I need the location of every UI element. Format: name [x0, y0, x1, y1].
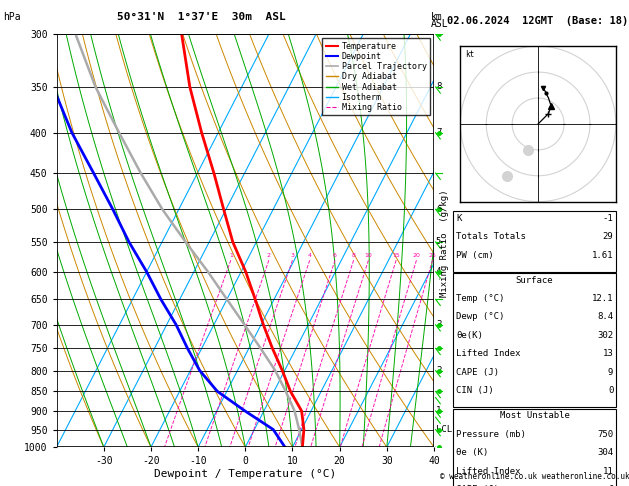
Text: 1: 1: [229, 253, 233, 258]
Text: 8: 8: [436, 83, 442, 91]
Text: 4: 4: [308, 253, 312, 258]
Text: 2: 2: [267, 253, 271, 258]
Text: 300: 300: [3, 24, 21, 35]
X-axis label: Dewpoint / Temperature (°C): Dewpoint / Temperature (°C): [154, 469, 337, 479]
Text: Temp (°C): Temp (°C): [456, 294, 504, 303]
Text: CAPE (J): CAPE (J): [456, 368, 499, 377]
Text: ASL: ASL: [431, 19, 448, 30]
Text: 6: 6: [333, 253, 337, 258]
Text: Totals Totals: Totals Totals: [456, 232, 526, 242]
Text: 10: 10: [365, 253, 372, 258]
Text: 12.1: 12.1: [592, 294, 613, 303]
Text: Mixing Ratio  (g/kg): Mixing Ratio (g/kg): [440, 189, 448, 297]
Text: PW (cm): PW (cm): [456, 251, 494, 260]
Text: 1.61: 1.61: [592, 251, 613, 260]
Text: K: K: [456, 214, 462, 223]
Text: Surface: Surface: [516, 276, 554, 285]
Text: 15: 15: [392, 253, 400, 258]
Text: 02.06.2024  12GMT  (Base: 18): 02.06.2024 12GMT (Base: 18): [447, 16, 628, 26]
Text: 4: 4: [436, 267, 442, 277]
Text: Lifted Index: Lifted Index: [456, 467, 521, 476]
Text: 20: 20: [413, 253, 420, 258]
Text: θe(K): θe(K): [456, 331, 483, 340]
Text: -1: -1: [603, 214, 613, 223]
Text: 7: 7: [436, 128, 442, 137]
Text: 9: 9: [608, 368, 613, 377]
Legend: Temperature, Dewpoint, Parcel Trajectory, Dry Adiabat, Wet Adiabat, Isotherm, Mi: Temperature, Dewpoint, Parcel Trajectory…: [322, 38, 430, 115]
Text: LCL: LCL: [436, 425, 452, 434]
Text: 29: 29: [603, 232, 613, 242]
Text: kt: kt: [465, 50, 475, 58]
Text: km: km: [431, 12, 443, 22]
Text: Dewp (°C): Dewp (°C): [456, 312, 504, 322]
Text: 11: 11: [603, 467, 613, 476]
Text: 2: 2: [436, 366, 442, 375]
Text: CAPE (J): CAPE (J): [456, 485, 499, 486]
Text: 5: 5: [436, 238, 442, 246]
Text: CIN (J): CIN (J): [456, 386, 494, 396]
Text: © weatheronline.co.uk weatheronline.co.uk: © weatheronline.co.uk weatheronline.co.u…: [440, 472, 629, 481]
Text: hPa: hPa: [3, 12, 21, 22]
Text: 6: 6: [436, 205, 442, 214]
Text: 0: 0: [608, 485, 613, 486]
Text: 304: 304: [597, 448, 613, 457]
Text: 750: 750: [597, 430, 613, 439]
Text: 0: 0: [608, 386, 613, 396]
Text: θe (K): θe (K): [456, 448, 488, 457]
Text: Most Unstable: Most Unstable: [499, 411, 570, 420]
Text: 8.4: 8.4: [597, 312, 613, 322]
Text: 8: 8: [352, 253, 355, 258]
Text: 50°31'N  1°37'E  30m  ASL: 50°31'N 1°37'E 30m ASL: [117, 12, 286, 22]
Text: 302: 302: [597, 331, 613, 340]
Text: 3: 3: [436, 320, 442, 329]
Text: Pressure (mb): Pressure (mb): [456, 430, 526, 439]
Text: 25: 25: [428, 253, 437, 258]
Text: 13: 13: [603, 349, 613, 359]
Text: 3: 3: [291, 253, 294, 258]
Text: Lifted Index: Lifted Index: [456, 349, 521, 359]
Text: 1: 1: [436, 406, 442, 416]
